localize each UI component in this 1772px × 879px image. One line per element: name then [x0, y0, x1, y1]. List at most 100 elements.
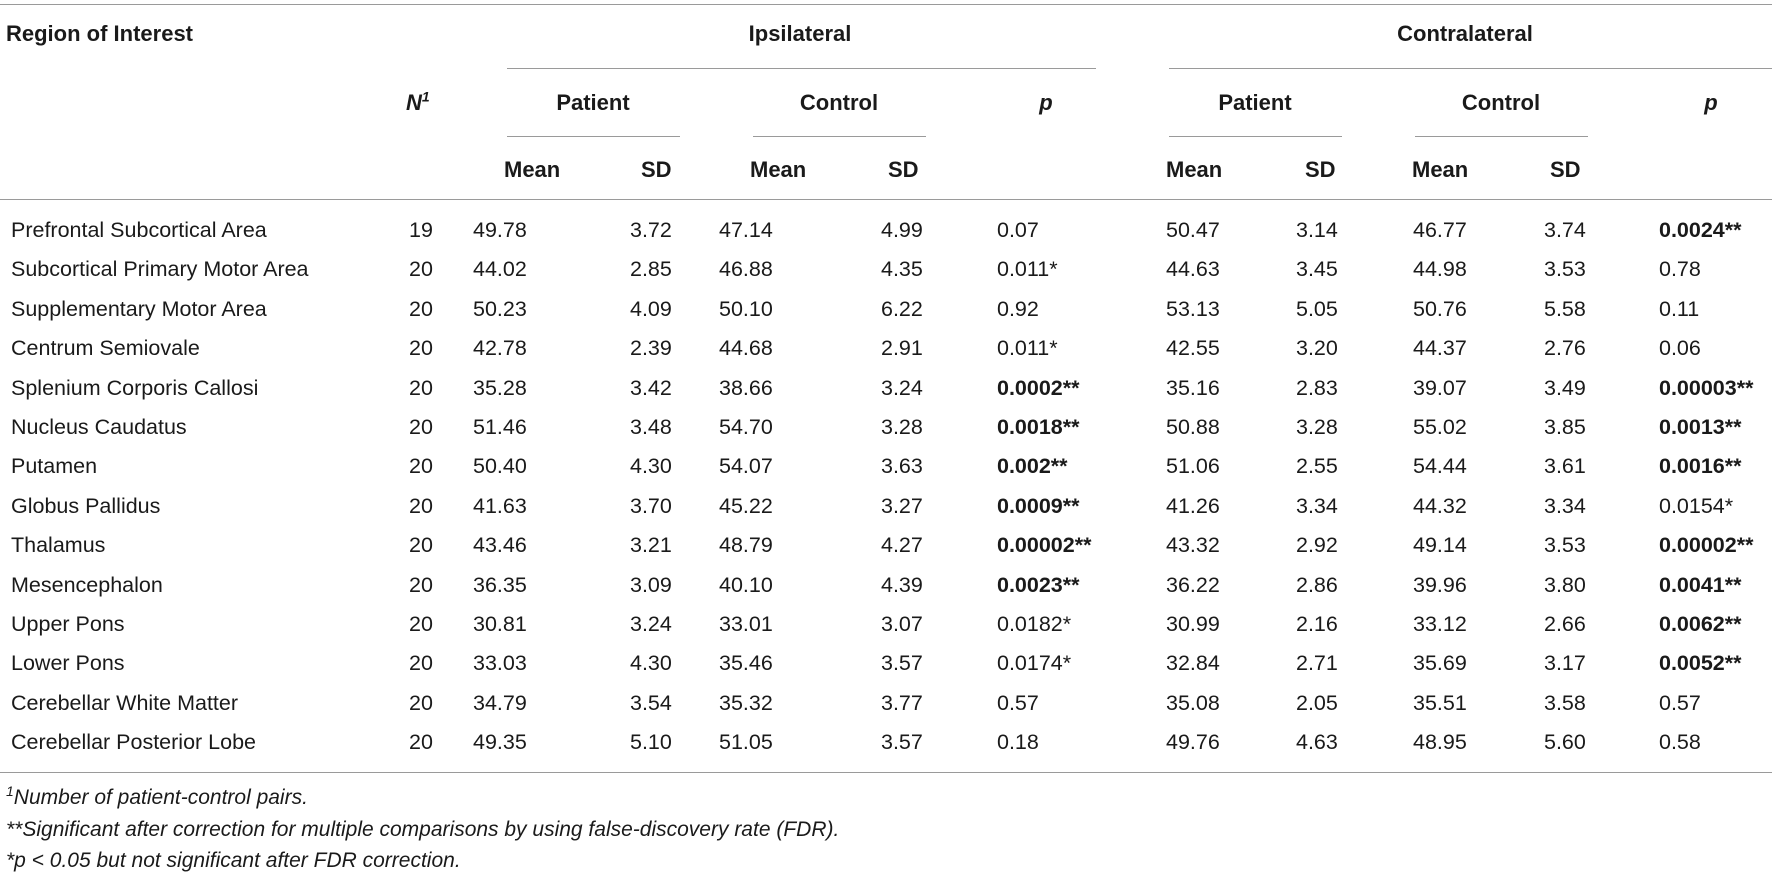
contra-patient-mean-cell: 35.08 [1166, 690, 1220, 715]
region-cell: Splenium Corporis Callosi [11, 375, 259, 400]
ipsi-patient-sd-cell: 2.39 [630, 336, 672, 361]
region-cell: Subcortical Primary Motor Area [11, 257, 309, 282]
footnote-pairs-text: Number of patient-control pairs. [13, 786, 308, 809]
n-cell: 20 [409, 454, 433, 479]
contra-patient-sd-cell: 3.20 [1296, 336, 1338, 361]
contra-patient-sd-cell: 2.55 [1296, 454, 1338, 479]
ipsi-patient-mean-cell: 33.03 [473, 651, 527, 676]
ipsi-p-cell: 0.18 [997, 730, 1039, 755]
ipsi-patient-sd-cell: 5.10 [630, 730, 672, 755]
contra-patient-mean-cell: 50.88 [1166, 415, 1220, 439]
ipsi-control-sd-cell: 4.99 [881, 218, 923, 242]
region-cell: Cerebellar Posterior Lobe [11, 730, 256, 755]
contra-p-cell: 0.0016** [1659, 454, 1742, 479]
header-contra-control: Control [1461, 90, 1541, 115]
n-cell: 20 [409, 296, 433, 321]
ipsi-control-sd-cell: 3.28 [881, 415, 923, 439]
region-cell: Mesencephalon [11, 572, 163, 597]
region-cell: Nucleus Caudatus [11, 415, 187, 439]
ipsi-control-mean-cell: 47.14 [719, 218, 773, 242]
ipsi-control-sd-cell: 4.35 [881, 257, 923, 282]
ipsi-control-sd-cell: 3.27 [881, 493, 923, 518]
n-cell: 20 [409, 493, 433, 518]
contra-control-mean-cell: 46.77 [1413, 218, 1467, 242]
ipsi-control-rule [753, 136, 926, 137]
ipsilateral-span-rule [507, 68, 1096, 69]
header-n-label: N [406, 90, 422, 115]
n-cell: 20 [409, 730, 433, 755]
n-cell: 20 [409, 533, 433, 558]
footnote-pairs-sup: 1 [6, 783, 14, 799]
contra-p-cell: 0.0154* [1659, 493, 1734, 518]
contra-control-sd-cell: 2.76 [1544, 336, 1586, 361]
contra-control-rule [1415, 136, 1588, 137]
contralateral-span-rule [1169, 68, 1772, 69]
ipsi-p-cell: 0.011* [997, 257, 1058, 282]
header-contra-control-sd: SD [1550, 157, 1581, 182]
contra-patient-sd-cell: 4.63 [1296, 730, 1338, 755]
contra-control-sd-cell: 3.17 [1544, 651, 1586, 676]
header-contra-patient-mean: Mean [1166, 157, 1223, 182]
ipsi-p-cell: 0.011* [997, 336, 1058, 361]
top-rule [0, 4, 1772, 5]
contra-control-mean-cell: 39.96 [1413, 572, 1467, 597]
contra-control-mean-cell: 55.02 [1413, 415, 1467, 439]
ipsi-patient-sd-cell: 4.09 [630, 296, 672, 321]
contra-control-sd-cell: 2.66 [1544, 612, 1586, 636]
contra-p-cell: 0.0041** [1659, 572, 1742, 597]
contra-p-cell: 0.0062** [1659, 612, 1742, 636]
contra-patient-mean-cell: 49.76 [1166, 730, 1220, 755]
contra-p-cell: 0.0052** [1659, 651, 1742, 676]
region-cell: Globus Pallidus [11, 493, 161, 518]
header-ipsi-patient-sd: SD [641, 157, 672, 182]
ipsi-control-mean-cell: 54.07 [719, 454, 773, 479]
contra-patient-mean-cell: 53.13 [1166, 296, 1220, 321]
ipsi-p-cell: 0.92 [997, 296, 1039, 321]
contra-patient-sd-cell: 3.28 [1296, 415, 1338, 439]
ipsi-patient-sd-cell: 3.42 [630, 375, 672, 400]
contra-control-mean-cell: 44.98 [1413, 257, 1467, 282]
contra-patient-mean-cell: 30.99 [1166, 612, 1220, 636]
contra-patient-mean-cell: 32.84 [1166, 651, 1220, 676]
ipsi-patient-sd-cell: 3.72 [630, 218, 672, 242]
region-cell: Putamen [11, 454, 98, 479]
ipsi-control-sd-cell: 4.27 [881, 533, 923, 558]
n-cell: 20 [409, 415, 433, 439]
region-cell: Supplementary Motor Area [11, 296, 267, 321]
contra-control-sd-cell: 3.53 [1544, 257, 1586, 282]
header-ipsi-patient: Patient [556, 90, 630, 115]
ipsi-p-cell: 0.0002** [997, 375, 1080, 400]
ipsi-p-cell: 0.0009** [997, 493, 1080, 518]
ipsi-control-mean-cell: 35.32 [719, 690, 773, 715]
ipsi-patient-mean-cell: 35.28 [473, 375, 527, 400]
ipsi-p-cell: 0.57 [997, 690, 1039, 715]
ipsi-control-mean-cell: 44.68 [719, 336, 773, 361]
ipsi-control-mean-cell: 48.79 [719, 533, 773, 558]
header-n: N1 [406, 90, 430, 116]
ipsi-p-cell: 0.0182* [997, 612, 1072, 636]
n-cell: 20 [409, 375, 433, 400]
contra-patient-mean-cell: 50.47 [1166, 218, 1220, 242]
contra-patient-mean-cell: 43.32 [1166, 533, 1220, 558]
contra-control-sd-cell: 3.80 [1544, 572, 1586, 597]
ipsi-patient-mean-cell: 50.23 [473, 296, 527, 321]
ipsi-patient-mean-cell: 50.40 [473, 454, 527, 479]
contra-control-sd-cell: 3.49 [1544, 375, 1586, 400]
contra-control-sd-cell: 3.61 [1544, 454, 1586, 479]
ipsi-control-mean-cell: 45.22 [719, 493, 773, 518]
contra-patient-sd-cell: 3.34 [1296, 493, 1338, 518]
contra-patient-sd-cell: 5.05 [1296, 296, 1338, 321]
ipsi-p-cell: 0.0174* [997, 651, 1072, 676]
footnote-fdr-significant: **Significant after correction for multi… [6, 818, 840, 841]
contra-patient-sd-cell: 3.14 [1296, 218, 1338, 242]
ipsi-patient-mean-cell: 42.78 [473, 336, 527, 361]
ipsi-control-sd-cell: 3.63 [881, 454, 923, 479]
ipsi-patient-sd-cell: 4.30 [630, 651, 672, 676]
ipsi-patient-sd-cell: 3.54 [630, 690, 672, 715]
n-cell: 20 [409, 651, 433, 676]
ipsi-control-sd-cell: 2.91 [881, 336, 923, 361]
contra-patient-sd-cell: 2.05 [1296, 690, 1338, 715]
contra-control-mean-cell: 35.51 [1413, 690, 1467, 715]
ipsi-control-mean-cell: 51.05 [719, 730, 773, 755]
ipsi-patient-mean-cell: 41.63 [473, 493, 527, 518]
